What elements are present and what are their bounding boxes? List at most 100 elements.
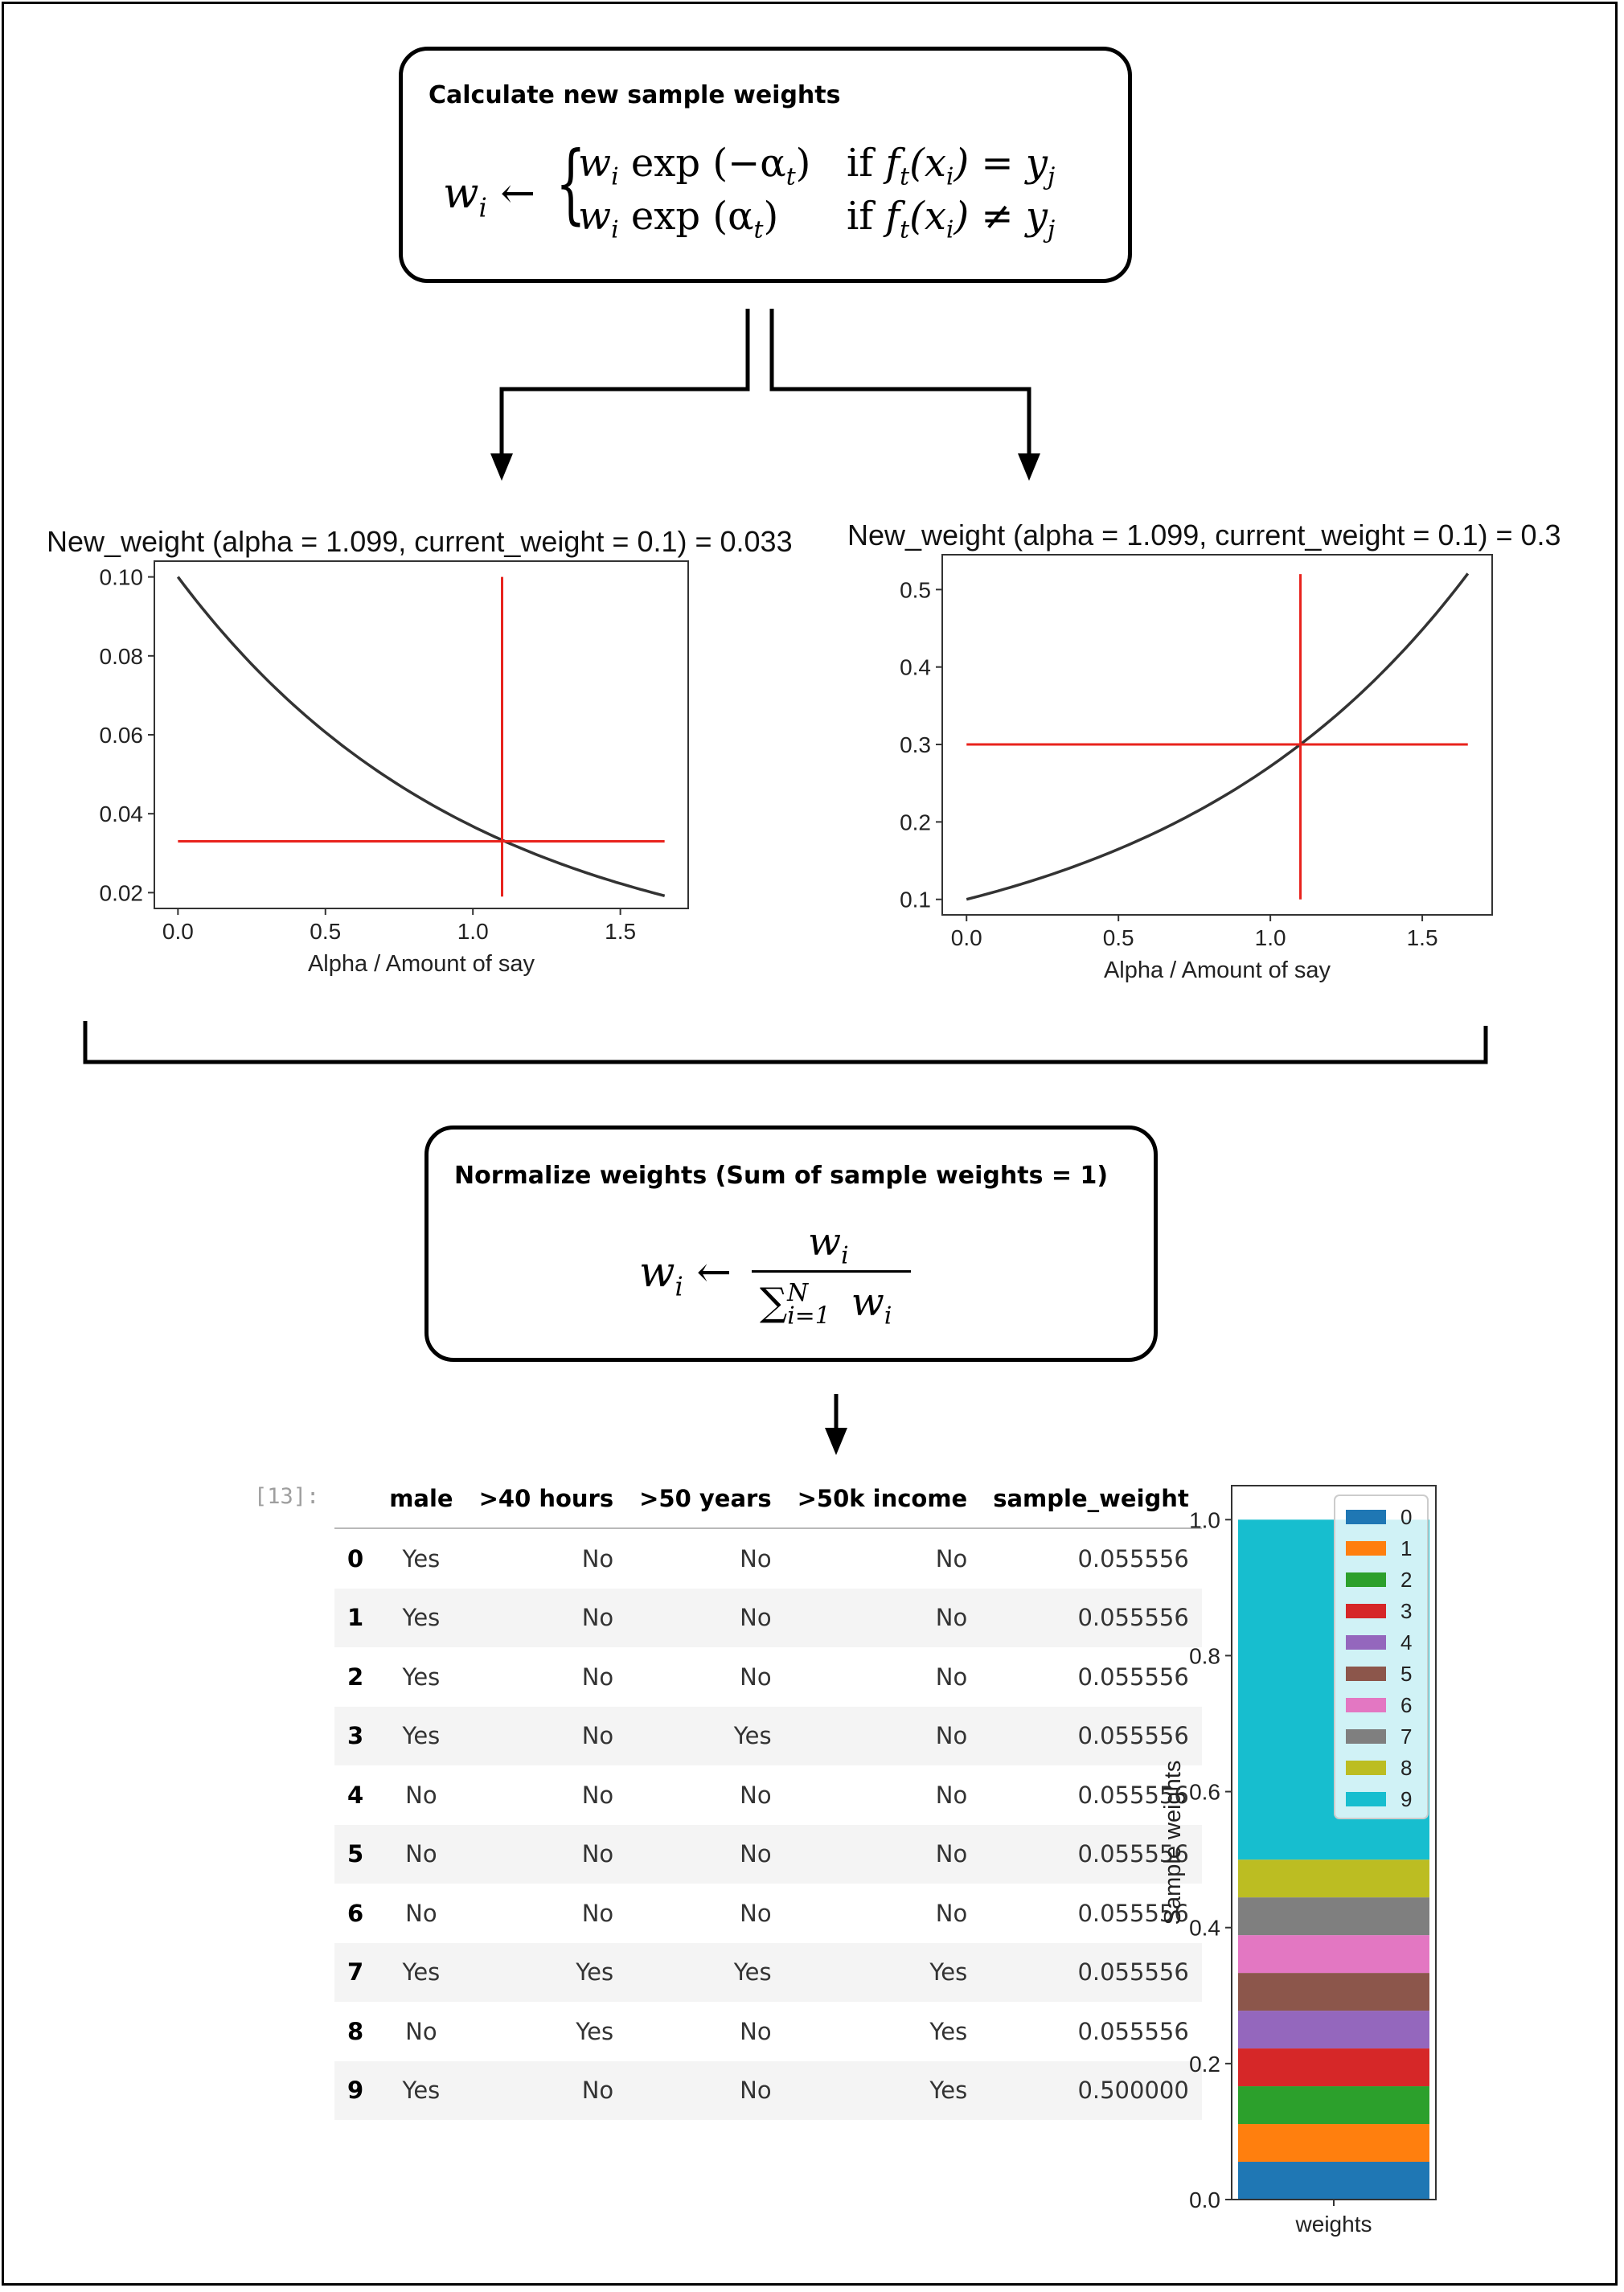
row-index: 7: [347, 1958, 364, 1987]
bar-segment: [1238, 1935, 1429, 1974]
table-row: 8 No Yes No Yes 0.055556: [334, 2002, 1202, 2061]
merge-bracket: [83, 1021, 1488, 1064]
table-cell: No: [740, 2017, 772, 2045]
row-index: 4: [347, 1781, 364, 1809]
row-index: 6: [347, 1899, 364, 1927]
bar-segment: [1238, 2048, 1429, 2087]
y-tick-label: 0.8: [1189, 1643, 1220, 1668]
table-cell: Yes: [402, 1604, 441, 1632]
column-header: >50 years: [639, 1485, 772, 1512]
legend-label: 8: [1400, 1756, 1412, 1780]
bar-segment: [1238, 1897, 1429, 1936]
table-row: 1 Yes No No No 0.055556: [334, 1588, 1202, 1647]
legend-swatch: [1346, 1572, 1386, 1587]
normalize-lhs: wi ←: [639, 1249, 732, 1302]
table-cell: Yes: [576, 2017, 614, 2045]
normalize-denominator: ∑i=1N wi: [760, 1279, 892, 1331]
table-cell: 0.055556: [1077, 1840, 1189, 1868]
x-tick-label: 0.0: [951, 925, 982, 950]
x-tick-label: 1.0: [1255, 925, 1286, 950]
table-cell: No: [581, 1663, 614, 1691]
column-header: >40 hours: [478, 1485, 614, 1512]
formula-case-2-condition: if ft(xi) ≠ yj: [847, 194, 1056, 244]
table-cell: Yes: [402, 1722, 441, 1750]
y-tick-label: 0.5: [900, 577, 931, 602]
y-tick-label: 0.4: [1189, 1916, 1220, 1941]
y-tick-label: 0.06: [100, 723, 144, 748]
table-cell: Yes: [402, 1544, 441, 1572]
table-cell: No: [935, 1899, 968, 1927]
legend-label: 7: [1400, 1724, 1412, 1749]
table-cell: No: [581, 1544, 614, 1572]
table-cell: No: [405, 1899, 437, 1927]
column-header: >50k income: [797, 1485, 968, 1512]
calculate-weights-box: Calculate new sample weights wi ← { wi e…: [399, 47, 1132, 283]
table-cell: No: [581, 2077, 614, 2105]
normalize-weights-title: Normalize weights (Sum of sample weights…: [454, 1162, 1109, 1190]
legend-swatch: [1346, 1541, 1386, 1556]
table-cell: No: [935, 1663, 968, 1691]
row-index: 8: [347, 2017, 364, 2045]
legend-label: 2: [1400, 1568, 1412, 1592]
legend-label: 5: [1400, 1662, 1412, 1686]
table-header-row: male >40 hours >50 years >50k income sample_…: [334, 1470, 1202, 1528]
y-tick-label: 0.04: [100, 802, 144, 826]
table-cell: No: [740, 1663, 772, 1691]
decrease-weight-chart: New_weight (alpha = 1.099, current_weigh…: [47, 525, 793, 977]
bar-segment: [1238, 2011, 1429, 2049]
table-cell: No: [740, 1840, 772, 1868]
table-row: 0 Yes No No No 0.055556: [334, 1528, 1202, 1589]
right-connector: [769, 309, 1031, 458]
table-cell: No: [581, 1604, 614, 1632]
weight-curve: [966, 572, 1470, 901]
legend-label: 3: [1400, 1599, 1412, 1623]
table-row: 9 Yes No No Yes 0.500000: [334, 2060, 1202, 2120]
table-cell: 0.055556: [1077, 1958, 1189, 1987]
y-tick-label: 0.0: [1189, 2187, 1220, 2212]
table-cell: Yes: [576, 1958, 614, 1987]
y-tick-label: 0.1: [900, 888, 931, 912]
x-tick-label: 0.0: [162, 919, 194, 944]
table-cell: No: [935, 1604, 968, 1632]
bar-segment: [1238, 1973, 1429, 2011]
table-cell: No: [935, 1781, 968, 1809]
table-cell: 0.055556: [1077, 1722, 1189, 1750]
row-index: 0: [347, 1544, 364, 1572]
plot-area: [941, 554, 1493, 916]
table-cell: No: [405, 1840, 437, 1868]
left-connector: [499, 309, 750, 458]
legend-label: 1: [1400, 1536, 1412, 1560]
table-cell: No: [740, 1899, 772, 1927]
legend-label: 9: [1400, 1787, 1412, 1811]
x-axis-label: Alpha / Amount of say: [1104, 957, 1331, 983]
column-header: male: [389, 1485, 453, 1512]
y-tick-label: 1.0: [1189, 1507, 1220, 1532]
legend-swatch: [1346, 1761, 1386, 1775]
normalize-numerator: wi: [808, 1220, 849, 1270]
x-tick-label: 1.0: [457, 919, 489, 944]
x-tick-label: weights: [1295, 2212, 1372, 2237]
table-cell: No: [581, 1781, 614, 1809]
table-cell: 0.055556: [1077, 1544, 1189, 1572]
increase-weight-chart: New_weight (alpha = 1.099, current_weigh…: [847, 519, 1561, 983]
x-tick-label: 0.5: [1103, 925, 1134, 950]
legend-swatch: [1346, 1698, 1386, 1712]
table-cell: No: [740, 1604, 772, 1632]
table-cell: 0.055556: [1077, 1781, 1189, 1809]
legend-swatch: [1346, 1604, 1386, 1618]
table-cell: Yes: [402, 1663, 441, 1691]
y-tick-label: 0.2: [1189, 2052, 1220, 2077]
table-cell: No: [935, 1722, 968, 1750]
right-arrowhead: [1018, 453, 1040, 481]
y-tick-label: 0.10: [100, 565, 144, 590]
x-tick-label: 1.5: [1407, 925, 1438, 950]
table-cell: No: [935, 1544, 968, 1572]
table-row: 6 No No No No 0.055556: [334, 1884, 1202, 1943]
y-tick-label: 0.02: [100, 880, 144, 905]
table-cell: Yes: [929, 2017, 968, 2045]
legend-label: 0: [1400, 1505, 1412, 1529]
y-tick-label: 0.4: [900, 655, 931, 680]
chart-title: New_weight (alpha = 1.099, current_weigh…: [847, 519, 1561, 551]
